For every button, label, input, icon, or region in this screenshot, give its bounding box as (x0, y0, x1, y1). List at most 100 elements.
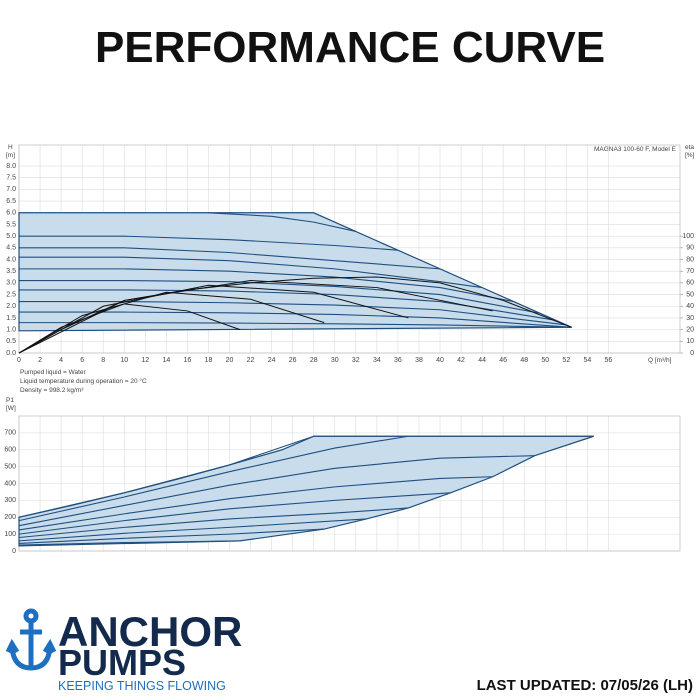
x-tick-label: 24 (268, 357, 276, 364)
curve (19, 247, 441, 270)
efficiency-curve (18, 284, 409, 354)
y-tick-label: 1.0 (6, 326, 16, 333)
y-tick-label: 8.0 (6, 163, 16, 170)
x-tick-label: 10 (120, 357, 128, 364)
y2-tick-label: 100 (682, 233, 694, 240)
chart: 0.0 0.5 1.0 1.5 2.0 2.5 3.0 3.5 4.0 4.5 5.0 5.5 6.0 6… (6, 144, 694, 364)
curve (18, 492, 451, 535)
y-tick-label: 6.5 (6, 198, 16, 205)
x-tick-label: 12 (141, 357, 149, 364)
y-tick-label: 0.0 (6, 350, 16, 357)
curve (19, 280, 541, 314)
y2-tick-label: 70 (686, 268, 694, 275)
x-tick-label: 8 (101, 357, 105, 364)
x-tick-label: 20 (226, 357, 234, 364)
x-tick-label: 6 (80, 357, 84, 364)
y-tick-label: 5.5 (6, 221, 16, 228)
y-tick-label: 100 (4, 531, 16, 538)
y-tick-label: 3.0 (6, 280, 16, 287)
y2-axis-label: [%] (685, 152, 695, 159)
curve (18, 528, 325, 544)
y-tick-label: 3.5 (6, 268, 16, 275)
x-tick-label: 50 (541, 357, 549, 364)
efficiency-curve (18, 276, 572, 354)
curve (18, 518, 367, 542)
curve (19, 301, 567, 326)
y2-tick-label: 50 (686, 291, 694, 298)
y-tick-label: 5.0 (6, 233, 16, 240)
x-tick-label: 48 (520, 357, 528, 364)
x-tick-label: 52 (562, 357, 570, 364)
y2-tick-label: 40 (686, 303, 694, 310)
x-tick-label: 26 (289, 357, 297, 364)
y-tick-label: 500 (4, 463, 16, 470)
curve (18, 435, 314, 518)
x-tick-label: 14 (162, 357, 170, 364)
x-tick-label: 40 (436, 357, 444, 364)
curve (18, 476, 493, 531)
y2-tick-label: 60 (686, 280, 694, 287)
x-tick-label: 2 (38, 357, 42, 364)
y-tick-label: 2.5 (6, 291, 16, 298)
page-title: PERFORMANCE CURVE (95, 23, 605, 72)
x-tick-label: 38 (415, 357, 423, 364)
brand-tagline: KEEPING THINGS FLOWING (58, 679, 226, 693)
curve (19, 268, 514, 303)
x-tick-label: 4 (59, 357, 63, 364)
curve (18, 435, 409, 522)
y-tick-label: 4.0 (6, 256, 16, 263)
y2-tick-label: 90 (686, 245, 694, 252)
y2-axis-label: eta (685, 144, 694, 151)
y2-tick-label: 20 (686, 326, 694, 333)
y-tick-label: 1.5 (6, 315, 16, 322)
x-tick-label: 0 (17, 357, 21, 364)
y-tick-label: 4.5 (6, 245, 16, 252)
y-tick-label: 200 (4, 514, 16, 521)
y-tick-label: 0.5 (6, 338, 16, 345)
y2-tick-label: 80 (686, 256, 694, 263)
y-tick-label: 700 (4, 430, 16, 437)
note: Pumped liquid = Water (20, 369, 87, 376)
x-axis-label: Q [m³/h] (648, 357, 672, 364)
y-tick-label: 0 (12, 548, 16, 555)
y2-tick-label: 0 (690, 350, 694, 357)
y-tick-label: 7.0 (6, 186, 16, 193)
last-updated: LAST UPDATED: 07/05/26 (LH) (477, 677, 693, 694)
plot-frame (18, 415, 681, 552)
curve (19, 235, 398, 251)
curve (208, 212, 356, 233)
note: Density = 998.2 kg/m³ (20, 387, 84, 394)
x-tick-label: 18 (205, 357, 213, 364)
curve (18, 540, 241, 546)
brand-name: ANCHOR (58, 608, 242, 655)
x-tick-label: 28 (310, 357, 318, 364)
x-tick-label: 56 (605, 357, 613, 364)
x-tick-label: 30 (331, 357, 339, 364)
model-annotation: MAGNA3 100-60 F, Model E (594, 146, 677, 153)
y2-tick-label: 10 (686, 338, 694, 345)
x-tick-label: 54 (583, 357, 591, 364)
y-axis-label: P1 (6, 397, 14, 404)
x-tick-label: 16 (184, 357, 192, 364)
curve (18, 507, 409, 539)
y-tick-label: 6.0 (6, 210, 16, 217)
efficiency-curve (18, 280, 493, 354)
efficiency-curve (18, 291, 325, 354)
y-axis-label: [m] (6, 152, 15, 159)
y2-tick-label: 30 (686, 315, 694, 322)
y-tick-label: 600 (4, 447, 16, 454)
curve (19, 322, 572, 328)
note: Liquid temperature during operation = 20… (20, 377, 147, 385)
x-tick-label: 32 (352, 357, 360, 364)
curve (19, 256, 483, 289)
chart: 0 100 200 300 400 500 600 700 (4, 415, 681, 555)
y-tick-label: 400 (4, 480, 16, 487)
curve (19, 311, 572, 328)
x-tick-label: 22 (247, 357, 255, 364)
x-tick-label: 46 (499, 357, 507, 364)
y-axis-label: H (8, 144, 13, 151)
x-tick-label: 34 (373, 357, 381, 364)
y-tick-label: 300 (4, 497, 16, 504)
brand-name: PUMPS (58, 642, 186, 683)
